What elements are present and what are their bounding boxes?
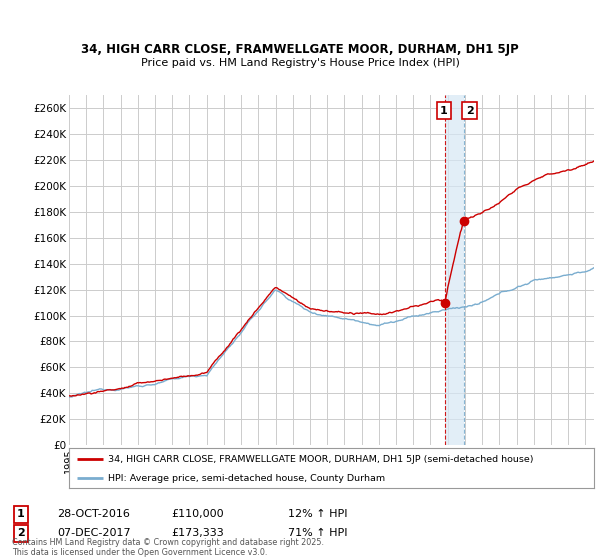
Text: 34, HIGH CARR CLOSE, FRAMWELLGATE MOOR, DURHAM, DH1 5JP (semi-detached house): 34, HIGH CARR CLOSE, FRAMWELLGATE MOOR, …: [109, 455, 534, 464]
Text: Contains HM Land Registry data © Crown copyright and database right 2025.
This d: Contains HM Land Registry data © Crown c…: [12, 538, 324, 557]
Text: 2: 2: [17, 528, 25, 538]
Text: 07-DEC-2017: 07-DEC-2017: [57, 528, 131, 538]
Text: 28-OCT-2016: 28-OCT-2016: [57, 509, 130, 519]
Text: £173,333: £173,333: [171, 528, 224, 538]
Text: 12% ↑ HPI: 12% ↑ HPI: [288, 509, 347, 519]
Text: 1: 1: [440, 106, 448, 116]
Bar: [445, 95, 464, 445]
Text: Price paid vs. HM Land Registry's House Price Index (HPI): Price paid vs. HM Land Registry's House …: [140, 58, 460, 68]
Text: HPI: Average price, semi-detached house, County Durham: HPI: Average price, semi-detached house,…: [109, 474, 386, 483]
Text: £110,000: £110,000: [171, 509, 224, 519]
Text: 34, HIGH CARR CLOSE, FRAMWELLGATE MOOR, DURHAM, DH1 5JP: 34, HIGH CARR CLOSE, FRAMWELLGATE MOOR, …: [81, 43, 519, 56]
Text: 71% ↑ HPI: 71% ↑ HPI: [288, 528, 347, 538]
Text: 1: 1: [17, 509, 25, 519]
Text: 2: 2: [466, 106, 473, 116]
